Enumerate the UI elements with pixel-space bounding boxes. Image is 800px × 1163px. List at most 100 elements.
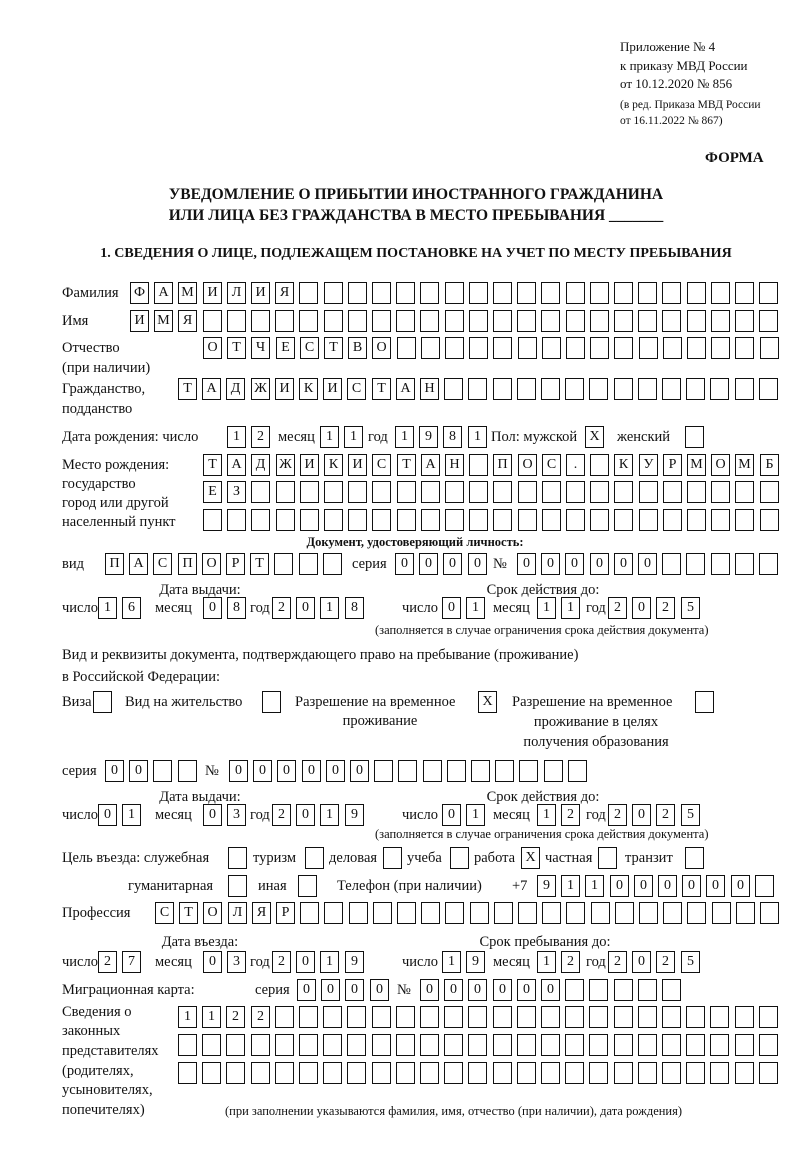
- char-box[interactable]: К: [614, 454, 633, 476]
- char-box[interactable]: [469, 310, 488, 332]
- char-box[interactable]: [323, 1062, 342, 1084]
- char-box[interactable]: 7: [122, 951, 141, 973]
- char-box[interactable]: [736, 902, 755, 924]
- char-box[interactable]: 0: [706, 875, 725, 897]
- char-box[interactable]: 9: [345, 804, 364, 826]
- char-box[interactable]: [712, 902, 731, 924]
- char-box[interactable]: 0: [129, 760, 148, 782]
- char-box[interactable]: 2: [272, 597, 291, 619]
- char-box[interactable]: 0: [321, 979, 340, 1001]
- char-box[interactable]: [493, 282, 512, 304]
- char-box[interactable]: [710, 1034, 729, 1056]
- char-box[interactable]: 0: [105, 760, 124, 782]
- char-box[interactable]: 1: [466, 597, 485, 619]
- char-box[interactable]: [323, 1034, 342, 1056]
- char-box[interactable]: 2: [561, 804, 580, 826]
- char-box[interactable]: [565, 979, 584, 1001]
- char-box[interactable]: [710, 378, 729, 400]
- checkbox[interactable]: [228, 875, 247, 897]
- char-box[interactable]: [518, 509, 537, 531]
- checkbox[interactable]: [262, 691, 281, 713]
- char-box[interactable]: О: [711, 454, 730, 476]
- char-box[interactable]: М: [178, 282, 197, 304]
- char-box[interactable]: [396, 1034, 415, 1056]
- char-box[interactable]: [372, 1034, 391, 1056]
- char-box[interactable]: 1: [320, 426, 339, 448]
- char-box[interactable]: [347, 1034, 366, 1056]
- char-box[interactable]: [663, 481, 682, 503]
- char-box[interactable]: С: [300, 337, 319, 359]
- checkbox[interactable]: [305, 847, 324, 869]
- char-box[interactable]: В: [348, 337, 367, 359]
- char-box[interactable]: 0: [203, 951, 222, 973]
- char-box[interactable]: [178, 760, 197, 782]
- char-box[interactable]: Н: [445, 454, 464, 476]
- char-box[interactable]: 0: [442, 804, 461, 826]
- char-box[interactable]: 0: [632, 951, 651, 973]
- char-box[interactable]: 0: [296, 951, 315, 973]
- char-box[interactable]: 5: [681, 804, 700, 826]
- char-box[interactable]: [638, 1062, 657, 1084]
- char-box[interactable]: [469, 337, 488, 359]
- char-box[interactable]: 9: [345, 951, 364, 973]
- char-box[interactable]: [373, 902, 392, 924]
- char-box[interactable]: 2: [656, 951, 675, 973]
- char-box[interactable]: 0: [326, 760, 345, 782]
- checkbox[interactable]: [695, 691, 714, 713]
- char-box[interactable]: [759, 378, 778, 400]
- char-box[interactable]: [566, 509, 585, 531]
- char-box[interactable]: [589, 979, 608, 1001]
- char-box[interactable]: З: [227, 481, 246, 503]
- char-box[interactable]: [565, 378, 584, 400]
- checkbox[interactable]: [598, 847, 617, 869]
- checkbox[interactable]: [685, 847, 704, 869]
- char-box[interactable]: [348, 481, 367, 503]
- char-box[interactable]: [760, 337, 779, 359]
- char-box[interactable]: [275, 1006, 294, 1028]
- char-box[interactable]: [589, 1034, 608, 1056]
- char-box[interactable]: Р: [276, 902, 295, 924]
- char-box[interactable]: [662, 979, 681, 1001]
- char-box[interactable]: А: [129, 553, 148, 575]
- char-box[interactable]: А: [227, 454, 246, 476]
- char-box[interactable]: [349, 902, 368, 924]
- char-box[interactable]: [251, 1034, 270, 1056]
- char-box[interactable]: 0: [632, 804, 651, 826]
- char-box[interactable]: [687, 337, 706, 359]
- char-box[interactable]: [299, 1006, 318, 1028]
- char-box[interactable]: 2: [608, 597, 627, 619]
- char-box[interactable]: [469, 454, 488, 476]
- char-box[interactable]: [275, 1034, 294, 1056]
- char-box[interactable]: И: [203, 282, 222, 304]
- char-box[interactable]: [517, 1062, 536, 1084]
- char-box[interactable]: 2: [656, 597, 675, 619]
- char-box[interactable]: 1: [320, 951, 339, 973]
- char-box[interactable]: 0: [590, 553, 609, 575]
- char-box[interactable]: [202, 1062, 221, 1084]
- char-box[interactable]: 6: [122, 597, 141, 619]
- char-box[interactable]: [638, 1006, 657, 1028]
- char-box[interactable]: 8: [443, 426, 462, 448]
- char-box[interactable]: И: [300, 454, 319, 476]
- char-box[interactable]: [494, 902, 513, 924]
- char-box[interactable]: [468, 1034, 487, 1056]
- char-box[interactable]: [735, 1062, 754, 1084]
- char-box[interactable]: [275, 1062, 294, 1084]
- char-box[interactable]: [299, 310, 318, 332]
- char-box[interactable]: 0: [442, 597, 461, 619]
- char-box[interactable]: Л: [227, 282, 246, 304]
- char-box[interactable]: Т: [372, 378, 391, 400]
- char-box[interactable]: [541, 1034, 560, 1056]
- char-box[interactable]: Н: [420, 378, 439, 400]
- char-box[interactable]: [590, 454, 609, 476]
- char-box[interactable]: [755, 875, 774, 897]
- char-box[interactable]: И: [130, 310, 149, 332]
- char-box[interactable]: [614, 337, 633, 359]
- char-box[interactable]: [445, 902, 464, 924]
- char-box[interactable]: 0: [610, 875, 629, 897]
- char-box[interactable]: 0: [632, 597, 651, 619]
- char-box[interactable]: 1: [344, 426, 363, 448]
- char-box[interactable]: 3: [227, 951, 246, 973]
- char-box[interactable]: 0: [253, 760, 272, 782]
- char-box[interactable]: [710, 1062, 729, 1084]
